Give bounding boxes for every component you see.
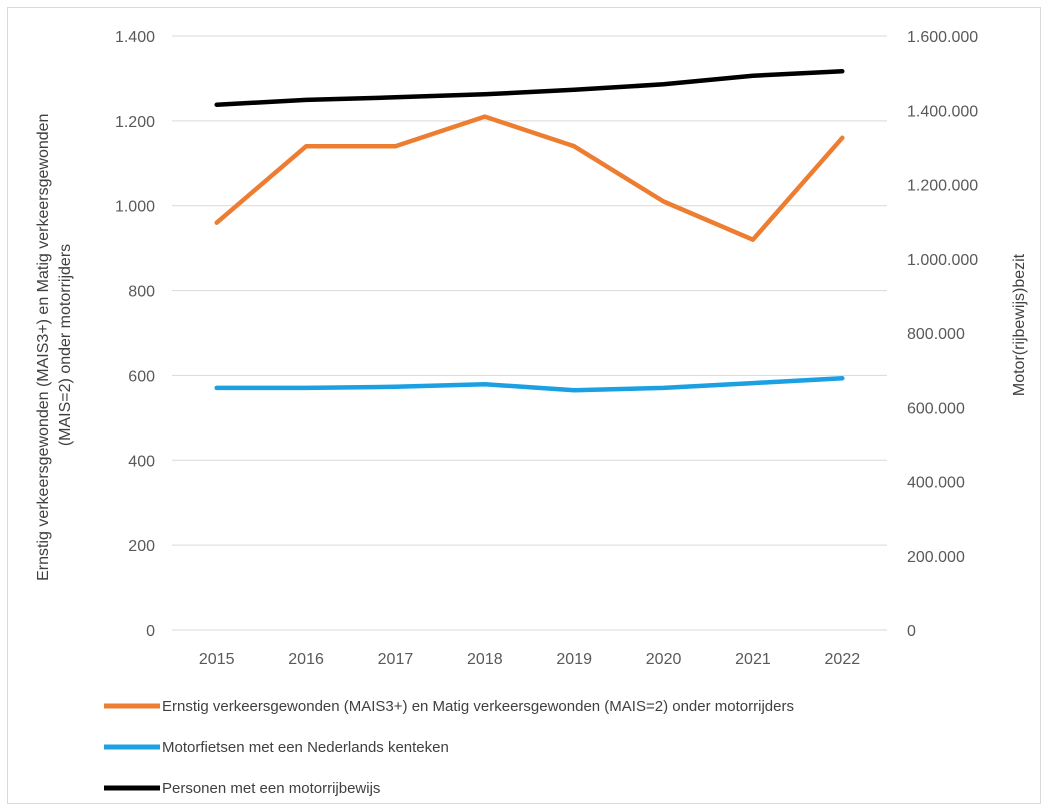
series-line-1 xyxy=(214,376,845,393)
x-axis-ticks: 2015 2016 2017 2018 2019 2020 2021 2022 xyxy=(199,651,860,668)
x-tick-label: 2015 xyxy=(199,651,235,668)
right-tick-label: 400.000 xyxy=(907,475,965,492)
left-tick-label: 600 xyxy=(128,368,155,385)
x-tick-label: 2018 xyxy=(467,651,503,668)
legend-label-motorcycles: Motorfietsen met een Nederlands kenteken xyxy=(162,739,449,756)
left-axis-ticks: 0 200 400 600 800 1.000 1.200 1.400 xyxy=(115,29,155,640)
left-axis-title-line-2: (MAIS=2) onder motorrijders xyxy=(57,244,74,446)
right-tick-label: 600.000 xyxy=(907,400,965,417)
left-axis-title: Ernstig verkeersgewonden (MAIS3+) en Mat… xyxy=(35,109,74,581)
right-tick-label: 0 xyxy=(907,623,916,640)
left-axis-title-line-1: Ernstig verkeersgewonden (MAIS3+) en Mat… xyxy=(35,114,52,581)
x-tick-label: 2017 xyxy=(378,651,414,668)
legend: Ernstig verkeersgewonden (MAIS3+) en Mat… xyxy=(104,698,794,797)
series-line-0 xyxy=(214,114,845,242)
left-tick-label: 200 xyxy=(128,538,155,555)
x-tick-label: 2019 xyxy=(556,651,592,668)
left-tick-label: 800 xyxy=(128,284,155,301)
right-axis-ticks: 0 200.000 400.000 600.000 800.000 1.000.000 1.… xyxy=(907,29,978,640)
legend-label-injured: Ernstig verkeersgewonden (MAIS3+) en Mat… xyxy=(162,698,794,715)
left-tick-label: 1.200 xyxy=(115,114,155,131)
series-lines xyxy=(214,69,845,393)
x-tick-label: 2022 xyxy=(825,651,861,668)
right-tick-label: 1.000.000 xyxy=(907,252,978,269)
left-tick-label: 400 xyxy=(128,453,155,470)
legend-label-licenses: Personen met een motorrijbewijs xyxy=(162,780,380,797)
right-axis-title: Motor(rijbewijs)bezit xyxy=(1011,253,1028,396)
series-line-2 xyxy=(214,69,845,107)
right-tick-label: 200.000 xyxy=(907,549,965,566)
left-tick-label: 1.400 xyxy=(115,29,155,46)
right-tick-label: 1.600.000 xyxy=(907,29,978,46)
gridlines xyxy=(172,35,887,631)
left-tick-label: 0 xyxy=(146,623,155,640)
right-tick-label: 1.200.000 xyxy=(907,178,978,195)
left-tick-label: 1.000 xyxy=(115,199,155,216)
chart-frame xyxy=(7,7,1041,804)
x-tick-label: 2020 xyxy=(646,651,682,668)
legend-item-licenses: Personen met een motorrijbewijs xyxy=(104,780,380,797)
right-tick-label: 1.400.000 xyxy=(907,103,978,120)
legend-item-injured: Ernstig verkeersgewonden (MAIS3+) en Mat… xyxy=(104,698,794,715)
x-tick-label: 2021 xyxy=(735,651,771,668)
legend-item-motorcycles: Motorfietsen met een Nederlands kenteken xyxy=(104,739,449,756)
x-tick-label: 2016 xyxy=(288,651,324,668)
right-tick-label: 800.000 xyxy=(907,326,965,343)
